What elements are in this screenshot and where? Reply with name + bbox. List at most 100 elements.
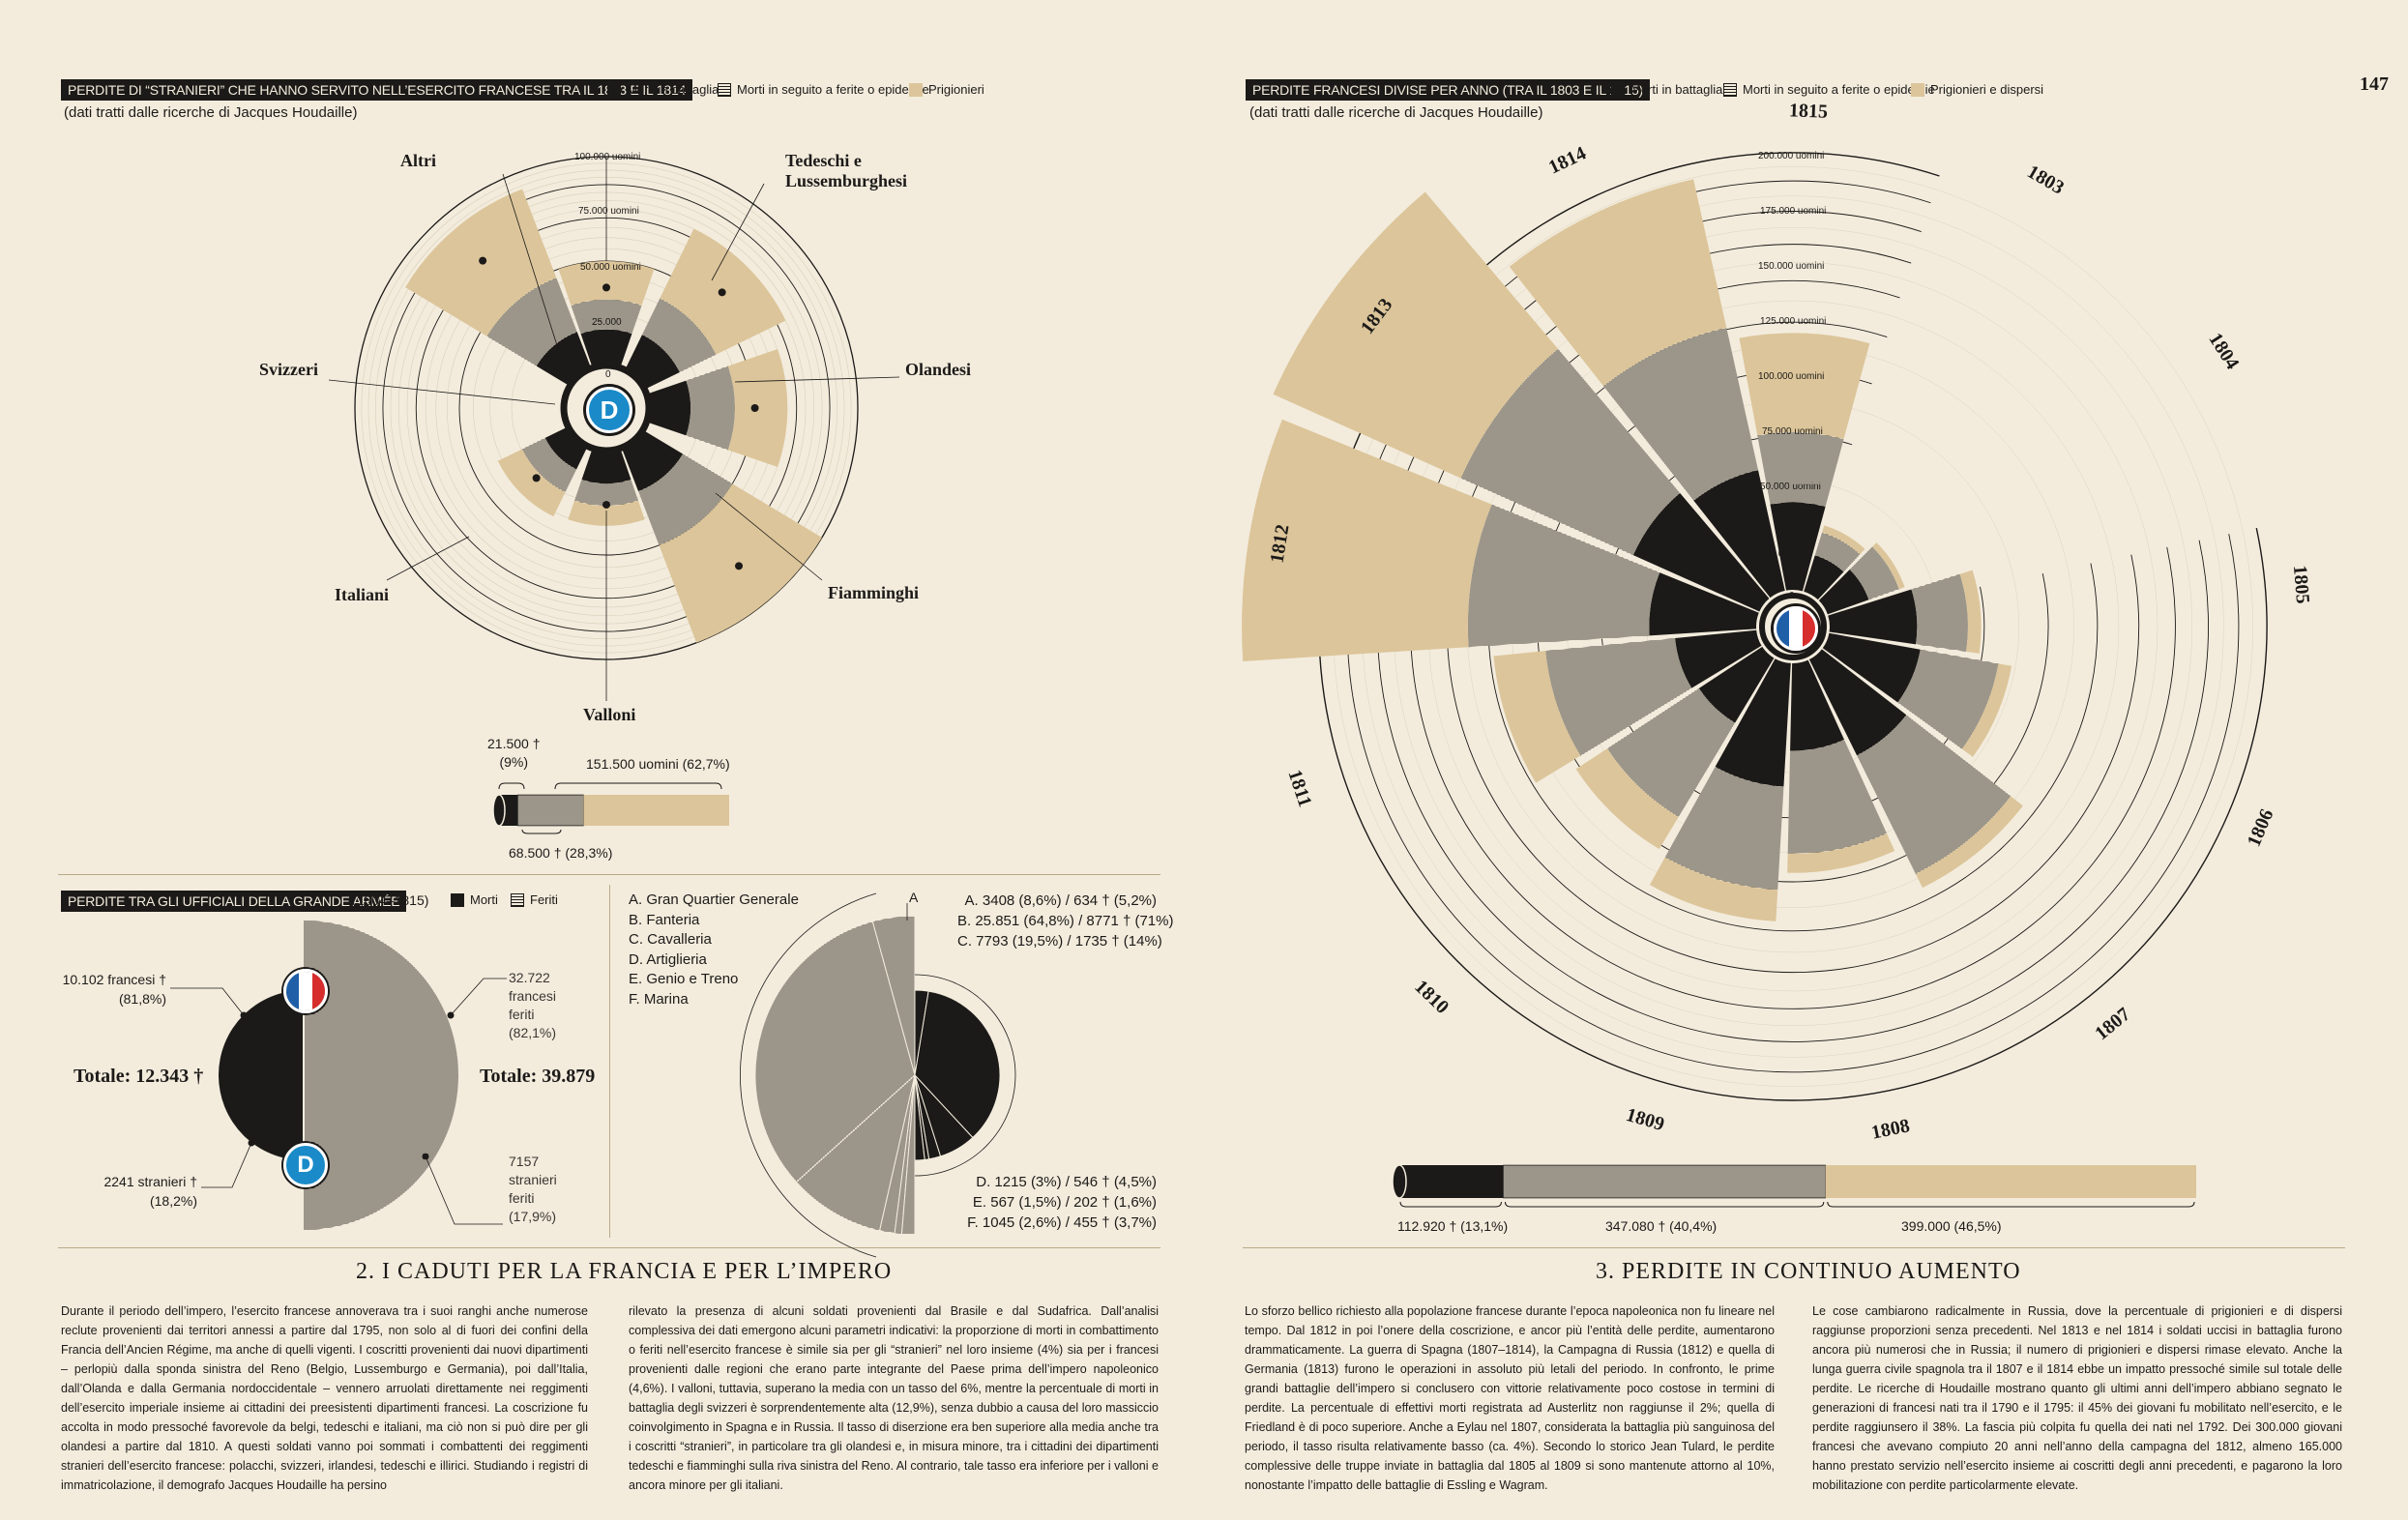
sector-battle-dead [1790, 659, 1845, 751]
dead-slice [914, 1074, 942, 1160]
sector-battle-dead [1698, 646, 1775, 723]
bar-end-cap [1392, 1164, 1407, 1199]
chart2-summary-bar [1392, 1164, 2196, 1208]
chart2-tick-125k: 125.000 uomini [1760, 316, 1827, 327]
chart2-bar-label-prisoners: 399.000 (46,5%) [1901, 1218, 2002, 1234]
sector-prisoners [1493, 651, 1581, 783]
leader-dot [422, 1153, 429, 1160]
section3-col1: Lo sforzo bellico richiesto alla popolaz… [1245, 1304, 1775, 1492]
leader-line [386, 536, 470, 581]
sector-prisoners [1649, 857, 1778, 921]
chart2-year-1809: 1809 [1623, 1103, 1667, 1136]
legend-swatch-black [607, 82, 621, 97]
value-d: D. 1215 (3%) / 546 † (4,5%) [976, 1174, 1157, 1190]
chart1-label-altri: Altri [400, 151, 436, 170]
chart4-marker-a: A [909, 890, 919, 905]
chart2-tick-25k: 25.000 uomini [1777, 537, 1807, 559]
leader-line [711, 183, 765, 281]
chart3-label-french-wounded: 32.722 francesi feriti (82,1%) [509, 970, 557, 1040]
sector-wound-dead [486, 278, 577, 366]
dead-half [219, 990, 304, 1160]
sector-battle-dead [1822, 632, 1921, 703]
sector-wound-dead [1664, 767, 1784, 891]
chart2-legend-item-1: Morti in battaglia [1611, 82, 1722, 97]
sector-prisoners [1575, 748, 1679, 850]
sector-marker [718, 288, 726, 297]
sector-wound-dead [1757, 432, 1844, 508]
wounded-slice [894, 1074, 916, 1235]
chart2-subtitle: (dati tratti dalle ricerche di Jacques H… [1249, 104, 1543, 121]
sector-prisoners [1959, 570, 1982, 654]
sector-prisoners [1872, 542, 1905, 590]
sector-battle-dead [625, 335, 680, 390]
divider-left-bottom [58, 1247, 1160, 1248]
legend-swatch-hatch [1723, 82, 1737, 97]
sector-battle-dead [1828, 589, 1918, 645]
sector-wound-dead [1849, 546, 1899, 600]
sector-wound-dead [1814, 532, 1861, 572]
chart1-label-valloni: Valloni [583, 705, 636, 724]
sector-wound-dead [1606, 687, 1736, 817]
chart2-year-1811: 1811 [1283, 767, 1316, 810]
chart3-legend-dead: Morti [451, 892, 498, 907]
sector-prisoners [1739, 333, 1870, 440]
chart3-badge-france-flag [283, 969, 328, 1013]
leader-line [734, 376, 900, 383]
divider-left-mid [58, 874, 1160, 875]
sector-wound-dead [686, 365, 736, 451]
sector-wound-dead [1545, 637, 1692, 756]
category-c: C. Cavalleria [629, 931, 712, 948]
sector-prisoners [660, 228, 786, 355]
sector-prisoners [1787, 833, 1895, 873]
chart2-year-1804: 1804 [2204, 329, 2244, 373]
sector-battle-dead [1818, 570, 1869, 615]
chart4-values-bottom: D. 1215 (3%) / 546 † (4,5%) E. 567 (1,5%… [957, 1172, 1157, 1233]
dead-slice [914, 1074, 974, 1157]
sector-wound-dead [1460, 348, 1681, 556]
bar-end-cap [492, 794, 506, 827]
chart2-year-1807: 1807 [2091, 1004, 2135, 1045]
dead-slice [914, 1074, 930, 1160]
sector-prisoners [568, 500, 645, 526]
sector-prisoners [1509, 179, 1727, 387]
value-b: B. 25.851 (64,8%) / 8771 † (71%) [957, 913, 1174, 929]
chart1-legend-item-2: Morti in seguito a ferite o epidemie [718, 82, 929, 97]
leader-line [170, 987, 245, 1016]
legend-swatch-black [1611, 82, 1625, 97]
section2-title: 2. I CADUTI PER LA FRANCIA E PER L’IMPER… [356, 1259, 893, 1284]
chart4-category-list: A. Gran Quartier Generale B. Fanteria C.… [629, 891, 799, 1009]
legend-swatch-beige [1911, 82, 1924, 97]
sector-wound-dead [1603, 327, 1758, 501]
sector-prisoners [1961, 663, 2012, 757]
sector-battle-dead [1632, 492, 1770, 612]
chart4-values-top: A. 3408 (8,6%) / 634 † (5,2%) B. 25.851 … [957, 891, 1174, 951]
leader-line [450, 978, 507, 1016]
chart3-label-foreign-dead: 2241 stranieri † (18,2%) [103, 1174, 197, 1209]
bar-segment [1503, 1164, 1827, 1199]
wounded-slice [900, 1074, 916, 1236]
category-a: A. Gran Quartier Generale [629, 892, 799, 908]
leader-line [715, 492, 823, 581]
sector-wound-dead [574, 479, 638, 507]
chart1-label-italiani: Italiani [335, 585, 390, 604]
sector-wound-dead [1787, 739, 1888, 855]
sector-battle-dead [1649, 572, 1759, 636]
chart2-tick-75k: 75.000 uomini [1762, 426, 1823, 437]
sector-prisoners [727, 349, 788, 467]
wounded-slice [871, 915, 916, 1076]
value-a: A. 3408 (8,6%) / 634 † (5,2%) [964, 892, 1157, 909]
chart2-title: PERDITE FRANCESI DIVISE PER ANNO (TRA IL… [1246, 79, 1651, 101]
chart2-year-1806: 1806 [2244, 805, 2278, 850]
chart2-year-1810: 1810 [1410, 976, 1454, 1018]
leader-line [502, 173, 562, 359]
chart3-label-foreign-wounded: 7157 stranieri feriti (17,9%) [509, 1154, 557, 1224]
leader-line [425, 1155, 503, 1225]
sector-prisoners [659, 483, 822, 643]
bar-segment [517, 794, 584, 827]
category-e: E. Genio e Treno [629, 971, 739, 987]
chart2-france-flag [1774, 606, 1818, 651]
category-f: F. Marina [629, 990, 689, 1008]
dead-slice [914, 989, 929, 1076]
